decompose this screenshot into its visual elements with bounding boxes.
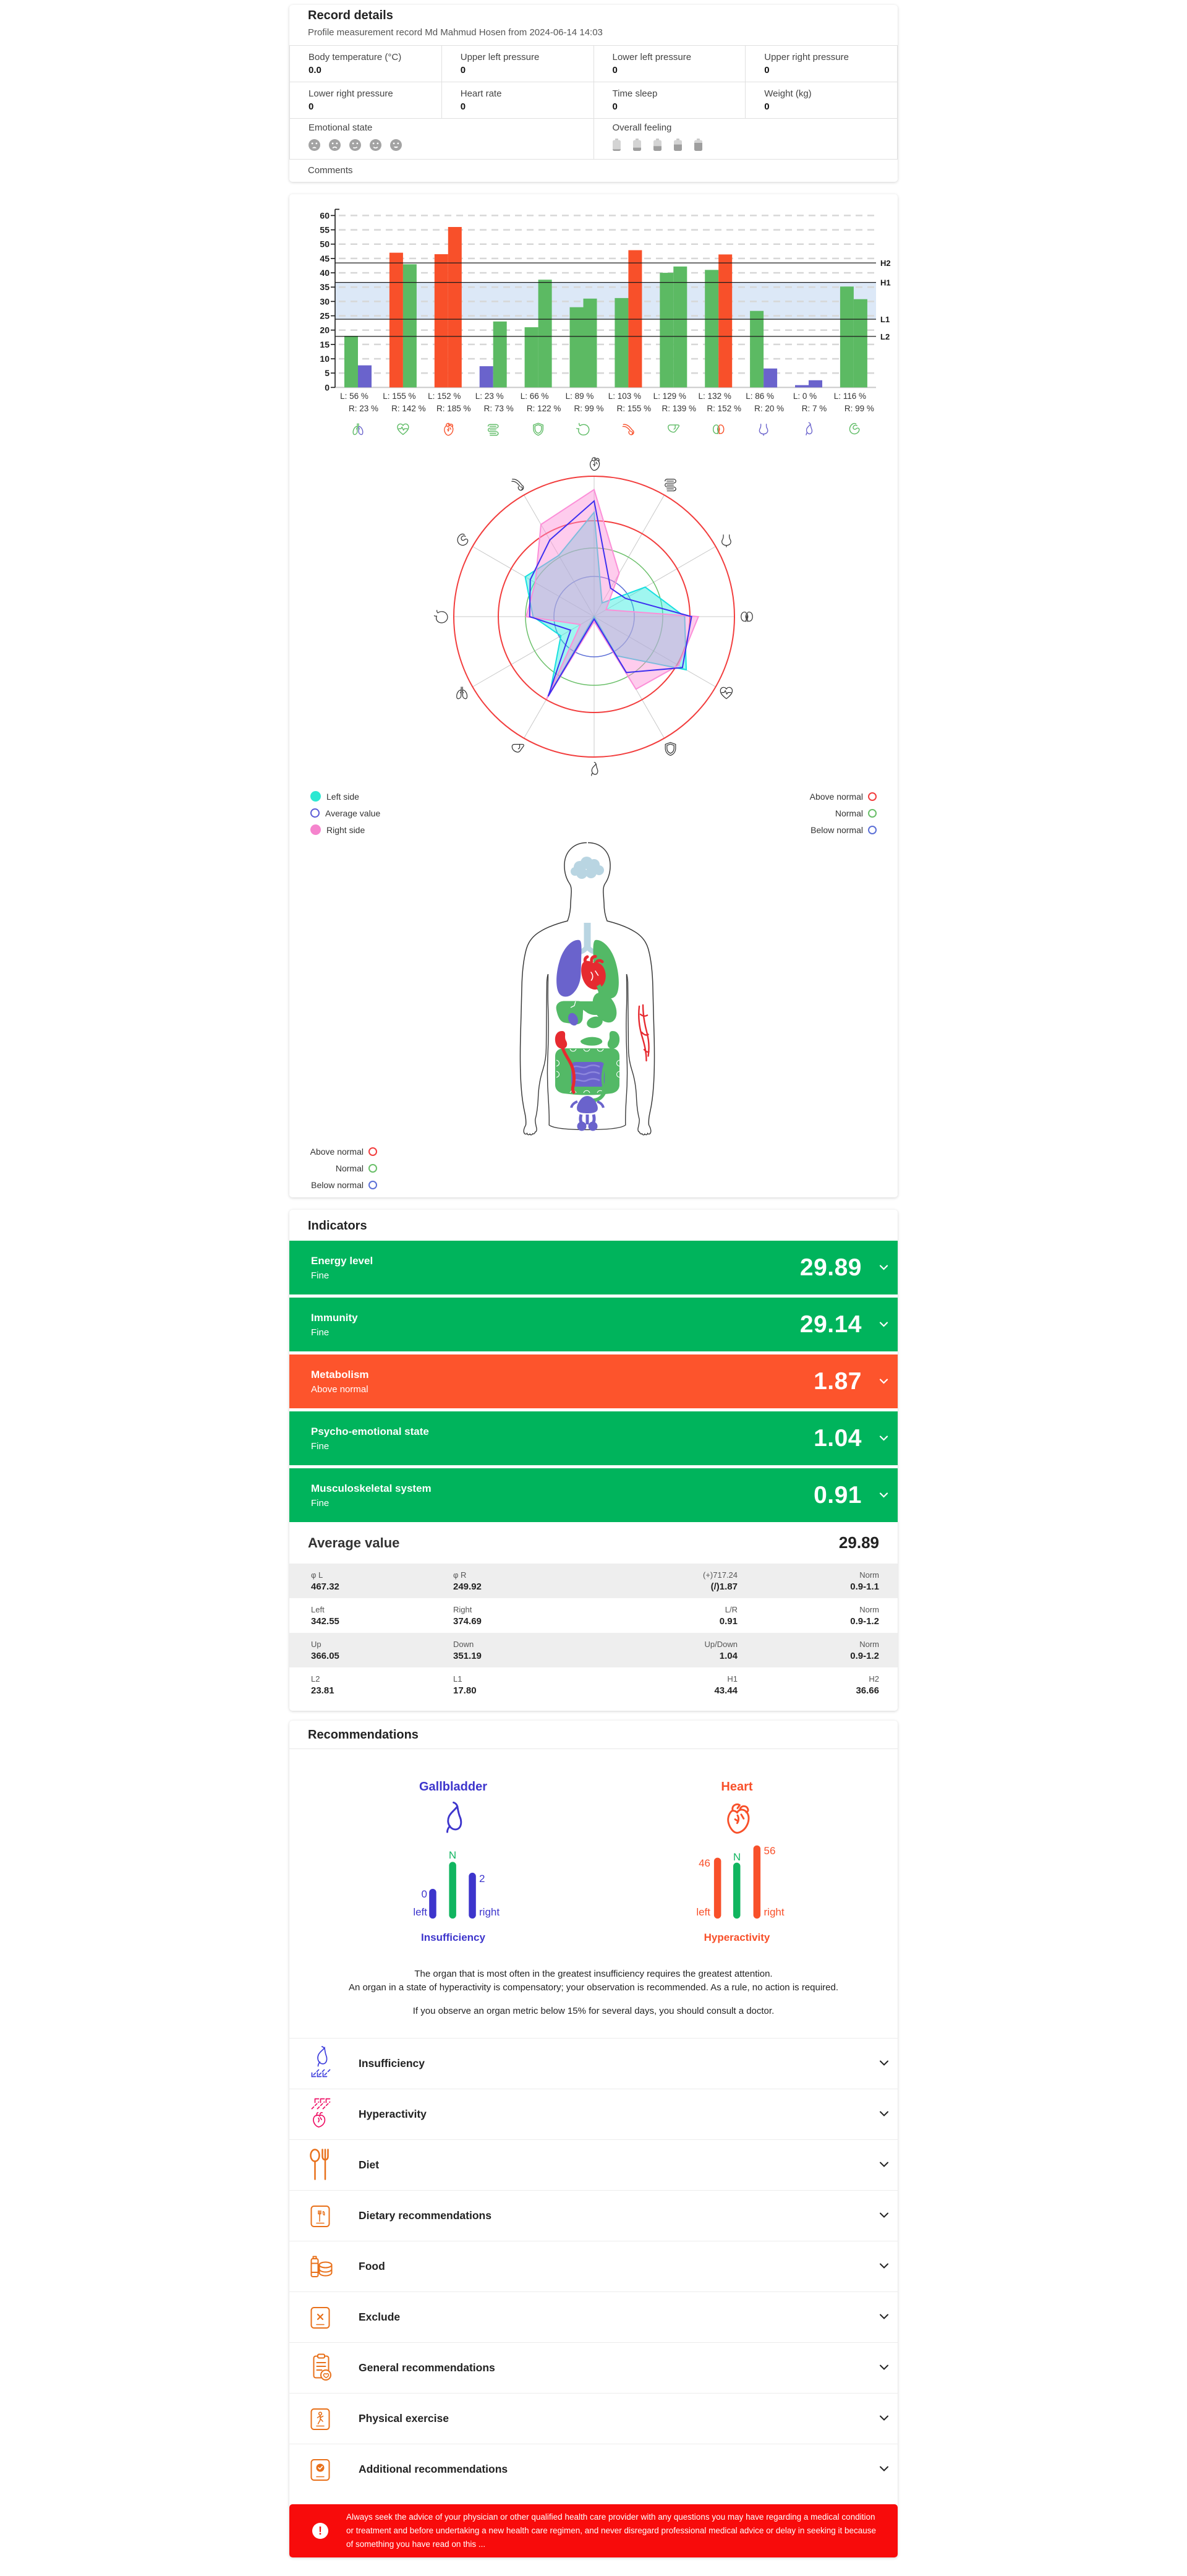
svg-text:L: 86 %: L: 86 % bbox=[746, 392, 774, 401]
svg-text:10: 10 bbox=[320, 354, 330, 364]
svg-text:L: 103 %: L: 103 % bbox=[608, 392, 641, 401]
svg-text:20: 20 bbox=[320, 325, 330, 335]
svg-text:L1: L1 bbox=[880, 315, 890, 324]
svg-text:L2: L2 bbox=[880, 332, 890, 341]
svg-text:N: N bbox=[733, 1851, 741, 1863]
svg-text:left: left bbox=[696, 1906, 710, 1918]
svg-text:0: 0 bbox=[422, 1888, 427, 1900]
svg-text:56: 56 bbox=[764, 1845, 776, 1857]
svg-text:R: 122 %: R: 122 % bbox=[527, 404, 561, 413]
svg-text:left: left bbox=[413, 1906, 427, 1918]
svg-text:2: 2 bbox=[479, 1873, 485, 1885]
svg-text:25: 25 bbox=[320, 311, 330, 321]
svg-text:L: 89 %: L: 89 % bbox=[566, 392, 594, 401]
svg-text:L: 0 %: L: 0 % bbox=[793, 392, 817, 401]
svg-text:R: 20 %: R: 20 % bbox=[754, 404, 784, 413]
svg-text:40: 40 bbox=[320, 268, 330, 278]
svg-text:right: right bbox=[479, 1906, 500, 1918]
svg-text:15: 15 bbox=[320, 340, 330, 349]
svg-text:R: 99 %: R: 99 % bbox=[845, 404, 874, 413]
svg-text:N: N bbox=[449, 1849, 456, 1861]
svg-text:0: 0 bbox=[325, 382, 330, 392]
svg-text:30: 30 bbox=[320, 296, 330, 306]
svg-text:L: 155 %: L: 155 % bbox=[383, 392, 415, 401]
svg-text:R: 99 %: R: 99 % bbox=[574, 404, 603, 413]
svg-text:R: 139 %: R: 139 % bbox=[662, 404, 697, 413]
svg-text:L: 129 %: L: 129 % bbox=[653, 392, 686, 401]
svg-text:50: 50 bbox=[320, 239, 330, 249]
svg-text:H2: H2 bbox=[880, 259, 891, 268]
svg-text:R: 142 %: R: 142 % bbox=[391, 404, 426, 413]
svg-text:L: 66 %: L: 66 % bbox=[521, 392, 549, 401]
svg-text:R: 185 %: R: 185 % bbox=[436, 404, 471, 413]
svg-text:55: 55 bbox=[320, 225, 330, 235]
svg-text:45: 45 bbox=[320, 254, 330, 263]
svg-text:35: 35 bbox=[320, 282, 330, 292]
svg-text:5: 5 bbox=[325, 368, 330, 378]
svg-text:L: 132 %: L: 132 % bbox=[699, 392, 731, 401]
svg-text:L: 56 %: L: 56 % bbox=[340, 392, 368, 401]
svg-text:R: 73 %: R: 73 % bbox=[484, 404, 514, 413]
svg-text:L: 23 %: L: 23 % bbox=[475, 392, 504, 401]
svg-text:right: right bbox=[764, 1906, 785, 1918]
svg-text:H1: H1 bbox=[880, 278, 891, 288]
svg-text:R: 23 %: R: 23 % bbox=[349, 404, 378, 413]
svg-text:R: 155 %: R: 155 % bbox=[617, 404, 652, 413]
svg-text:46: 46 bbox=[699, 1857, 710, 1869]
svg-text:60: 60 bbox=[320, 210, 330, 220]
svg-text:R: 152 %: R: 152 % bbox=[707, 404, 741, 413]
svg-text:L: 152 %: L: 152 % bbox=[428, 392, 461, 401]
svg-text:R: 7 %: R: 7 % bbox=[802, 404, 827, 413]
svg-text:L: 116 %: L: 116 % bbox=[834, 392, 866, 401]
